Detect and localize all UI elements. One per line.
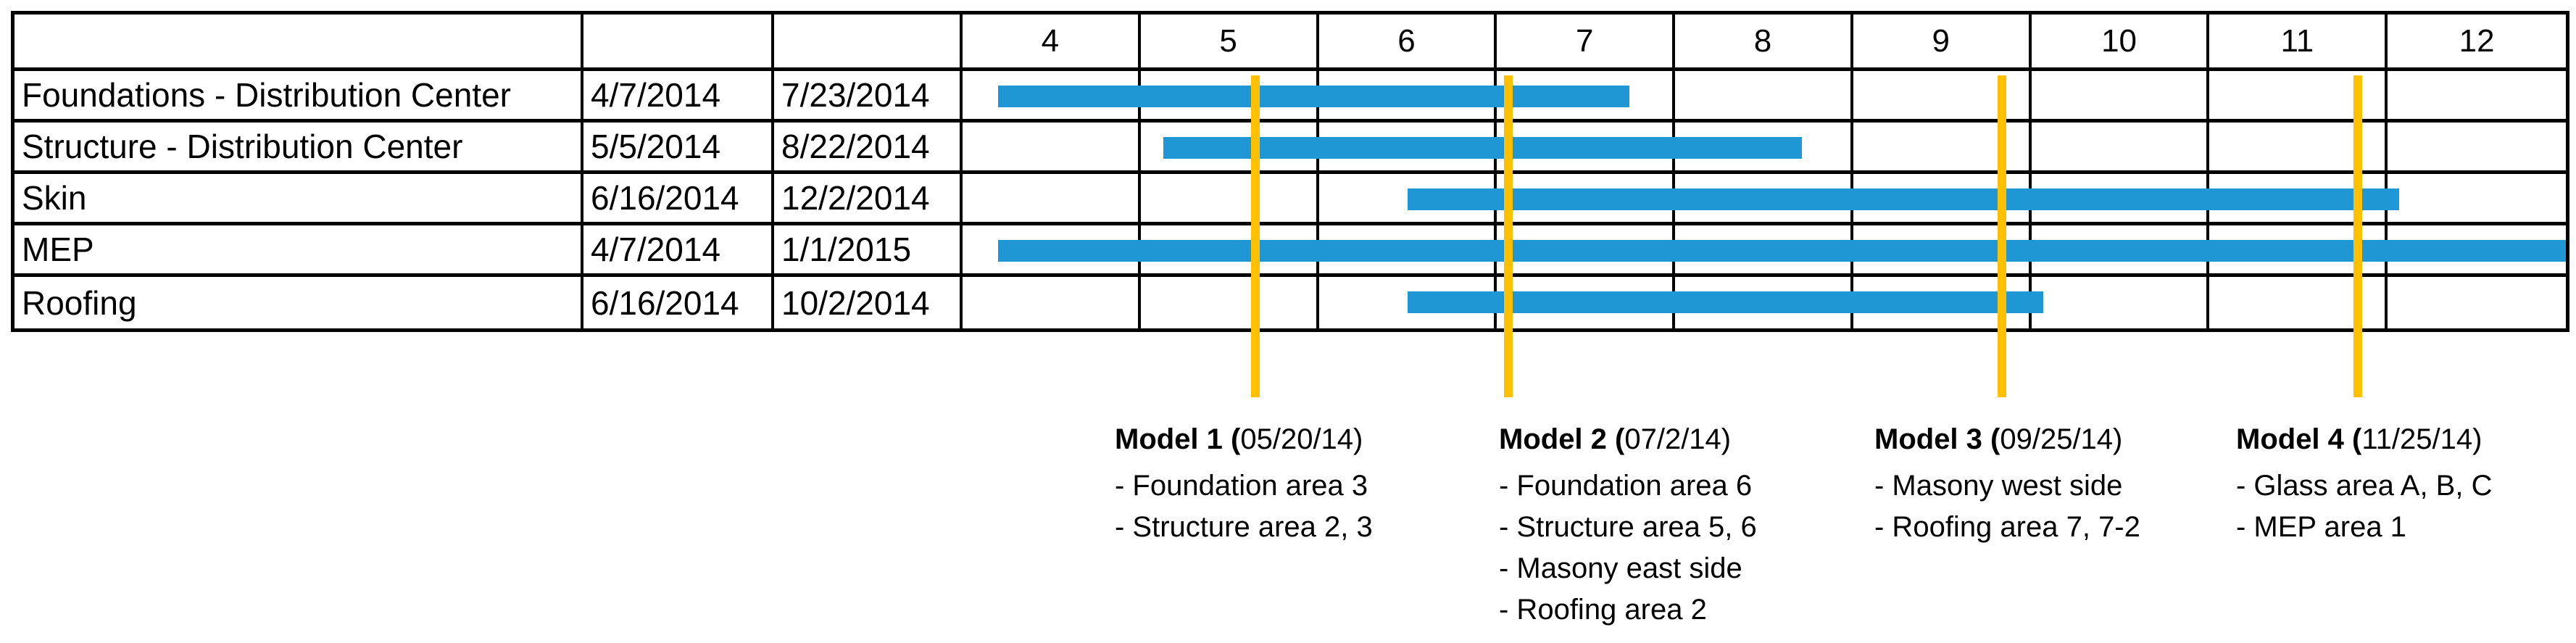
gantt-grid-cell[interactable] [2388, 123, 2566, 174]
gantt-grid-cell[interactable] [1675, 71, 1853, 123]
end-date-cell[interactable]: 1/1/2015 [774, 225, 963, 277]
gantt-grid-cell[interactable] [2209, 71, 2388, 123]
milestone-item: - Structure area 2, 3 [1115, 511, 1373, 543]
gantt-grid-cell[interactable] [1497, 71, 1676, 123]
month-header-7[interactable]: 7 [1497, 14, 1676, 71]
milestone-item: - Foundation area 6 [1499, 470, 1753, 502]
header-end-date-cell[interactable] [774, 14, 963, 71]
gantt-bar[interactable] [1408, 291, 2043, 313]
month-header-5[interactable]: 5 [1140, 14, 1319, 71]
milestone-item: - Structure area 5, 6 [1499, 511, 1757, 543]
milestone-item: - Roofing area 2 [1499, 594, 1707, 626]
gantt-grid-cell[interactable] [2209, 277, 2388, 328]
month-header-4[interactable]: 4 [963, 14, 1141, 71]
gantt-grid-cell[interactable] [2388, 174, 2566, 225]
milestone-title: Model 2 (07/2/14) [1499, 423, 1732, 455]
task-name-cell[interactable]: Roofing [14, 277, 583, 328]
month-header-10[interactable]: 10 [2031, 14, 2210, 71]
gantt-bar[interactable] [998, 86, 1629, 107]
milestone-line[interactable] [1504, 75, 1513, 397]
gantt-bar[interactable] [1408, 188, 2400, 210]
end-date-cell[interactable]: 10/2/2014 [774, 277, 963, 328]
gantt-grid-cell[interactable] [1675, 123, 1853, 174]
gantt-grid-cell[interactable] [1141, 277, 1319, 328]
milestone-item: - Roofing area 7, 7-2 [1874, 511, 2140, 543]
gantt-grid-cell[interactable] [2031, 123, 2210, 174]
gantt-grid-cell[interactable] [1140, 174, 1319, 225]
month-header-11[interactable]: 11 [2209, 14, 2388, 71]
gantt-grid-cell[interactable] [1853, 123, 2032, 174]
milestone-annotation-model-2[interactable]: Model 2 (07/2/14) - Foundation area 6 - … [1499, 419, 1757, 631]
gantt-grid-cell[interactable] [963, 123, 1141, 174]
gantt-grid-cell[interactable] [1853, 71, 2032, 123]
month-header-6[interactable]: 6 [1318, 14, 1497, 71]
gantt-grid-cell[interactable] [963, 277, 1141, 328]
milestone-line[interactable] [1997, 75, 2006, 397]
milestone-title: Model 3 (09/25/14) [1874, 423, 2123, 455]
gantt-bar[interactable] [998, 240, 2566, 262]
start-date-cell[interactable]: 4/7/2014 [583, 71, 774, 123]
milestone-line[interactable] [1251, 75, 1260, 397]
end-date-cell[interactable]: 7/23/2014 [774, 71, 963, 123]
milestone-item: - MEP area 1 [2236, 511, 2406, 543]
gantt-grid-cell[interactable] [963, 174, 1141, 225]
task-name-cell[interactable]: Foundations - Distribution Center [14, 71, 583, 123]
gantt-chart-area [963, 71, 2566, 397]
end-date-cell[interactable]: 12/2/2014 [774, 174, 963, 225]
milestone-item: - Glass area A, B, C [2236, 470, 2493, 502]
end-date-cell[interactable]: 8/22/2014 [774, 123, 963, 174]
milestone-annotation-model-4[interactable]: Model 4 (11/25/14) - Glass area A, B, C … [2236, 419, 2492, 548]
header-start-date-cell[interactable] [583, 14, 774, 71]
gantt-bar[interactable] [1163, 137, 1802, 159]
milestone-item: - Masony east side [1499, 552, 1742, 584]
task-name-cell[interactable]: Skin [14, 174, 583, 225]
month-header-12[interactable]: 12 [2388, 14, 2566, 71]
gantt-grid-cell[interactable] [2388, 225, 2566, 277]
gantt-grid-cell[interactable] [2031, 71, 2210, 123]
header-task-cell[interactable] [14, 14, 583, 71]
milestone-title: Model 1 (05/20/14) [1115, 423, 1363, 455]
start-date-cell[interactable]: 4/7/2014 [583, 225, 774, 277]
milestone-title: Model 4 (11/25/14) [2236, 423, 2482, 455]
start-date-cell[interactable]: 6/16/2014 [583, 174, 774, 225]
task-name-cell[interactable]: MEP [14, 225, 583, 277]
milestone-annotation-model-3[interactable]: Model 3 (09/25/14) - Masony west side - … [1874, 419, 2140, 548]
milestone-line[interactable] [2353, 75, 2363, 397]
gantt-grid-cell[interactable] [2388, 71, 2566, 123]
task-name-cell[interactable]: Structure - Distribution Center [14, 123, 583, 174]
milestone-item: - Foundation area 3 [1115, 470, 1368, 502]
milestone-annotation-model-1[interactable]: Model 1 (05/20/14) - Foundation area 3 -… [1115, 419, 1373, 548]
gantt-grid-cell[interactable] [2032, 277, 2210, 328]
gantt-grid-cell[interactable] [2209, 123, 2388, 174]
month-header-8[interactable]: 8 [1675, 14, 1853, 71]
schedule-table: 4 5 6 7 8 9 10 11 12 Foundations - Distr… [11, 11, 2569, 397]
month-header-9[interactable]: 9 [1853, 14, 2032, 71]
milestone-item: - Masony west side [1874, 470, 2123, 502]
start-date-cell[interactable]: 6/16/2014 [583, 277, 774, 328]
start-date-cell[interactable]: 5/5/2014 [583, 123, 774, 174]
